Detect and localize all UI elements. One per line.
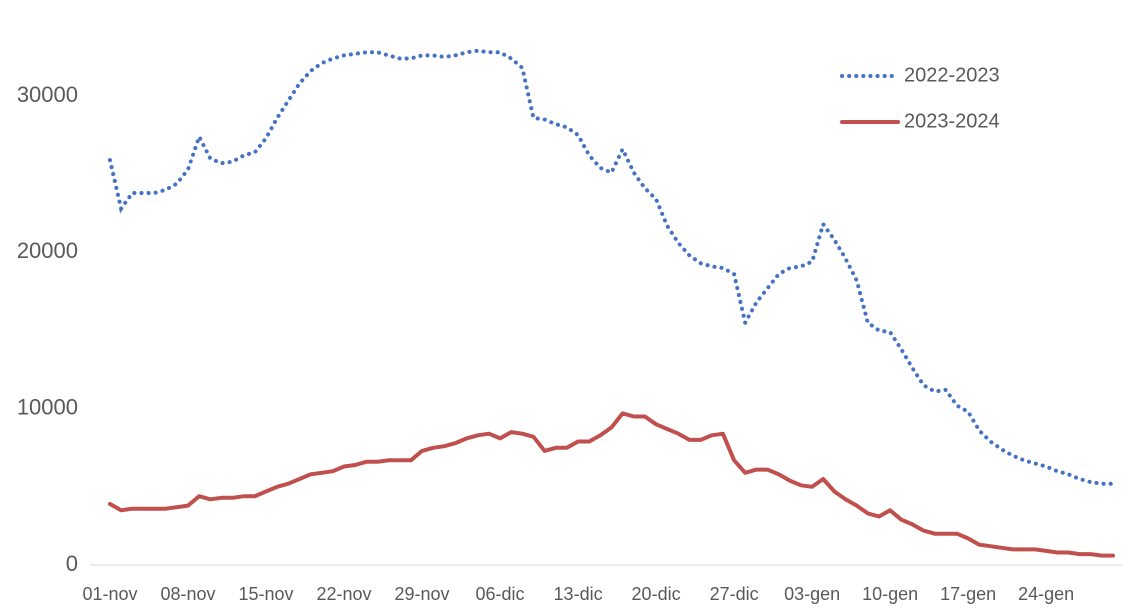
x-tick-label: 27-dic xyxy=(710,584,759,604)
x-tick-label: 24-gen xyxy=(1018,584,1074,604)
x-tick-label: 06-dic xyxy=(476,584,525,604)
x-tick-label: 15-nov xyxy=(238,584,293,604)
y-tick-label: 20000 xyxy=(17,238,78,263)
y-tick-label: 10000 xyxy=(17,394,78,419)
legend-label: 2022-2023 xyxy=(904,64,1000,86)
x-tick-label: 08-nov xyxy=(160,584,215,604)
x-tick-label: 13-dic xyxy=(554,584,603,604)
x-tick-label: 17-gen xyxy=(940,584,996,604)
legend-label: 2023-2024 xyxy=(904,110,1000,132)
y-tick-label: 30000 xyxy=(17,82,78,107)
x-tick-label: 01-nov xyxy=(82,584,137,604)
x-tick-label: 22-nov xyxy=(317,584,372,604)
x-tick-label: 20-dic xyxy=(632,584,681,604)
x-tick-label: 29-nov xyxy=(395,584,450,604)
x-tick-label: 03-gen xyxy=(784,584,840,604)
series-line xyxy=(108,48,1115,486)
y-tick-label: 0 xyxy=(66,551,78,576)
x-tick-label: 10-gen xyxy=(862,584,918,604)
series-line xyxy=(108,411,1115,558)
